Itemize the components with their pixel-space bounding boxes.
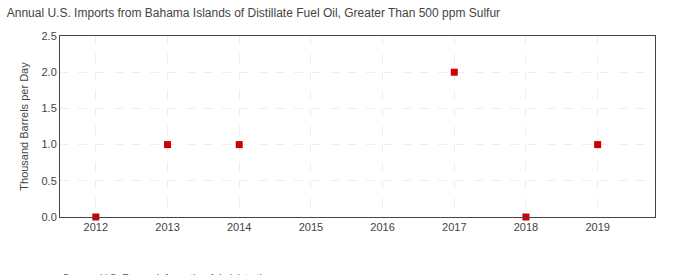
svg-text:2014: 2014 xyxy=(227,221,251,233)
svg-text:0.5: 0.5 xyxy=(42,175,57,187)
svg-text:Thousand Barrels per Day: Thousand Barrels per Day xyxy=(18,62,30,191)
svg-text:Annual U.S. Imports from Baham: Annual U.S. Imports from Bahama Islands … xyxy=(7,6,500,20)
svg-text:2019: 2019 xyxy=(585,221,609,233)
svg-text:2.0: 2.0 xyxy=(42,66,57,78)
svg-text:2013: 2013 xyxy=(155,221,179,233)
svg-text:2018: 2018 xyxy=(514,221,538,233)
svg-text:0.0: 0.0 xyxy=(42,211,57,223)
svg-text:2017: 2017 xyxy=(442,221,466,233)
svg-text:2.5: 2.5 xyxy=(42,30,57,42)
svg-text:1.5: 1.5 xyxy=(42,102,57,114)
svg-text:1.0: 1.0 xyxy=(42,138,57,150)
svg-text:Source: U.S. Energy Informatio: Source: U.S. Energy Information Administ… xyxy=(62,273,272,275)
svg-text:2016: 2016 xyxy=(370,221,394,233)
svg-text:2012: 2012 xyxy=(84,221,108,233)
svg-text:2015: 2015 xyxy=(299,221,323,233)
